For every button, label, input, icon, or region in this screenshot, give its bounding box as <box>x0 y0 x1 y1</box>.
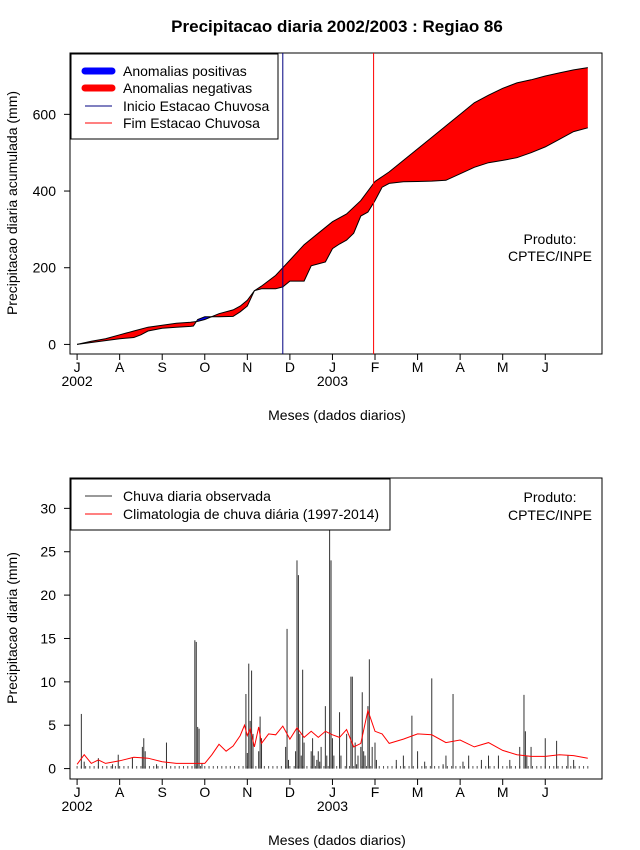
negative-anomaly-area <box>211 290 255 317</box>
climatology-cumulative-line <box>76 67 588 345</box>
y-axis: 0 200 400 600 <box>33 106 70 352</box>
x-tick-label: D <box>285 359 295 375</box>
x-tick-label: F <box>371 359 380 375</box>
x-tick-label: S <box>158 784 167 800</box>
y-tick-label: 400 <box>33 183 57 199</box>
x-tick-label: J <box>74 784 81 800</box>
x-tick-label: O <box>199 784 210 800</box>
climatology-daily-line <box>76 708 588 765</box>
y-tick-label: 0 <box>48 336 56 352</box>
x-tick-label: F <box>371 784 380 800</box>
x-tick-label: A <box>455 359 465 375</box>
y-axis-label: Precipitacao diaria acumulada (mm) <box>4 91 20 315</box>
x-tick-label: S <box>158 359 167 375</box>
negative-anomaly-area <box>255 67 588 291</box>
y-tick-label: 25 <box>40 544 56 560</box>
x-tick-label: N <box>242 784 252 800</box>
x-year-label: 2002 <box>62 373 93 389</box>
legend-label-climatology: Climatologia de chuva diária (1997-2014) <box>123 506 379 522</box>
x-tick-label: M <box>412 784 424 800</box>
accumulation-lines <box>76 53 588 354</box>
y-tick-label: 10 <box>40 674 56 690</box>
x-tick-label: A <box>115 784 125 800</box>
chart-title: Precipitacao diaria 2002/2003 : Regiao 8… <box>171 17 503 36</box>
plot-frame <box>69 52 603 355</box>
x-tick-label: M <box>497 784 509 800</box>
y-tick-label: 20 <box>40 587 56 603</box>
y-tick-label: 5 <box>48 717 56 733</box>
legend-label-positive: Anomalias positivas <box>123 63 247 79</box>
x-axis-label: Meses (dados diarios) <box>268 407 406 423</box>
y-tick-label: 15 <box>40 630 56 646</box>
x-axis-label: Meses (dados diarios) <box>268 832 406 848</box>
legend: Anomalias positivas Anomalias negativas … <box>70 53 279 140</box>
x-tick-label: O <box>199 359 210 375</box>
cumulative-chart: Precipitacao diaria 2002/2003 : Regiao 8… <box>4 17 603 423</box>
x-year-label: 2003 <box>317 373 348 389</box>
x-tick-label: J <box>329 359 336 375</box>
product-source: CPTEC/INPE <box>508 507 592 523</box>
legend-label-season-end: Fim Estacao Chuvosa <box>123 115 260 131</box>
x-tick-label: J <box>329 784 336 800</box>
x-tick-label: J <box>542 359 549 375</box>
x-tick-label: J <box>542 784 549 800</box>
daily-rain-bars <box>76 525 589 769</box>
legend-label-season-start: Inicio Estacao Chuvosa <box>123 98 270 114</box>
climatology-line-group <box>76 708 588 765</box>
product-label: Produto: <box>524 489 577 505</box>
legend: Chuva diaria observada Climatologia de c… <box>70 478 391 531</box>
legend-label-negative: Anomalias negativas <box>123 80 252 96</box>
plot-frame <box>69 477 603 780</box>
x-tick-label: J <box>74 359 81 375</box>
legend-box <box>70 478 391 531</box>
y-tick-label: 30 <box>40 500 56 516</box>
y-tick-label: 0 <box>48 761 56 777</box>
y-tick-label: 600 <box>33 106 57 122</box>
y-tick-label: 200 <box>33 260 57 276</box>
x-tick-label: D <box>285 784 295 800</box>
x-year-label: 2003 <box>317 798 348 814</box>
x-tick-label: M <box>412 359 424 375</box>
x-tick-label: N <box>242 359 252 375</box>
x-tick-label: M <box>497 359 509 375</box>
legend-label-observed: Chuva diaria observada <box>123 488 271 504</box>
product-label: Produto: <box>524 231 577 247</box>
x-tick-label: A <box>455 784 465 800</box>
product-source: CPTEC/INPE <box>508 248 592 264</box>
y-axis-label: Precipitacao diaria (mm) <box>4 552 20 704</box>
x-year-label: 2002 <box>62 798 93 814</box>
observed-cumulative-line <box>77 127 588 345</box>
y-axis: 0 5 10 15 20 25 30 <box>40 500 70 777</box>
x-tick-label: A <box>115 359 125 375</box>
